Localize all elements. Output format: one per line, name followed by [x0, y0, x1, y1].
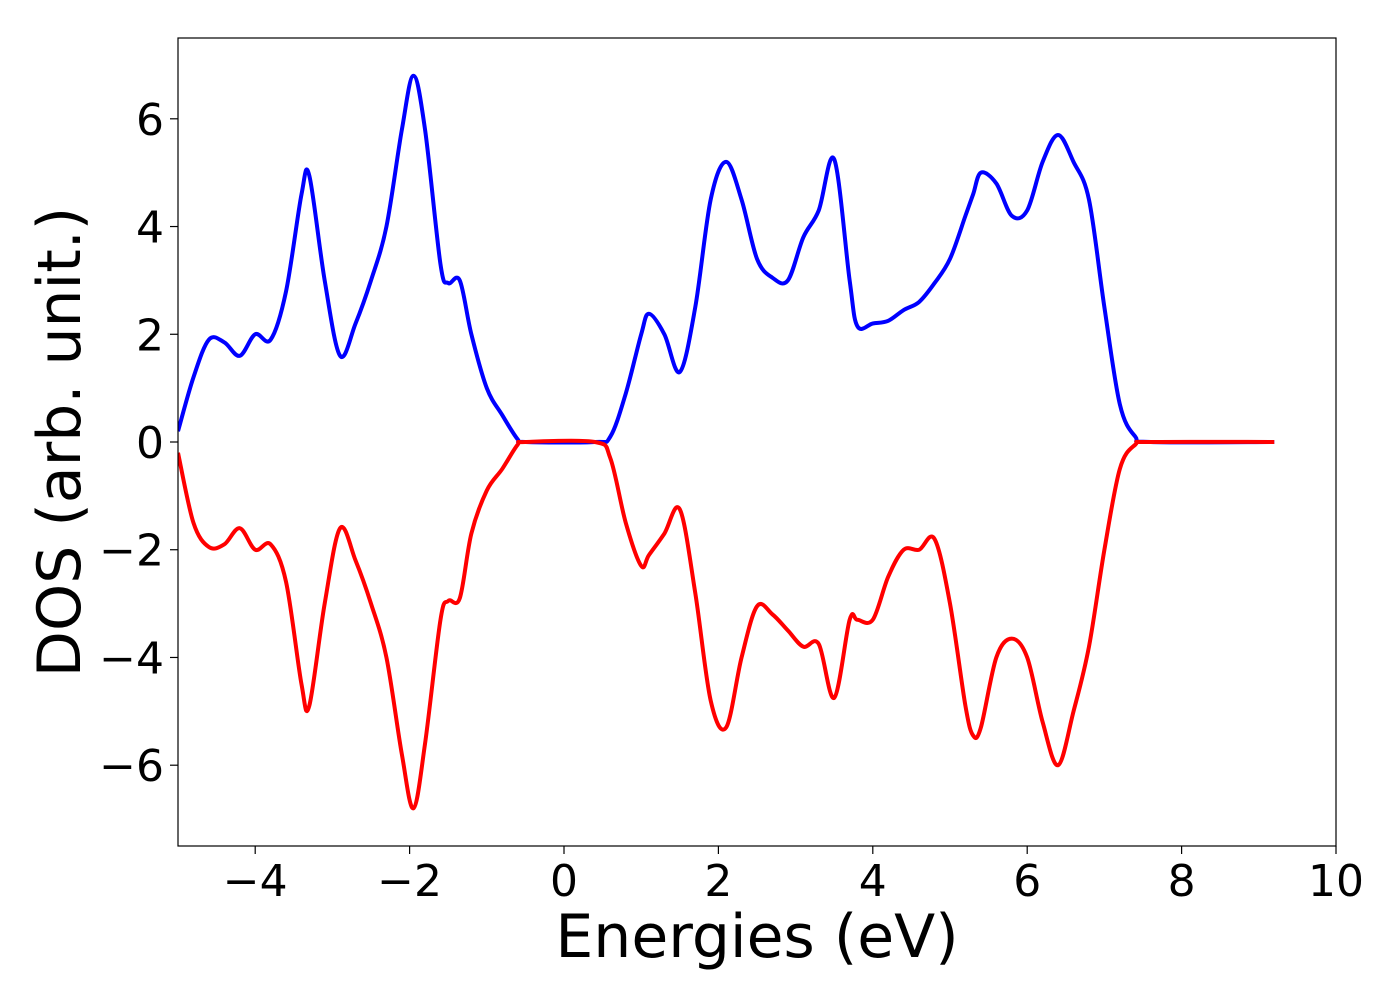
- dos-line: [178, 438, 1275, 811]
- x-tick-label: 2: [704, 856, 732, 907]
- y-tick-label: 2: [136, 310, 164, 361]
- x-tick-label: 0: [550, 856, 578, 907]
- x-tick-label: −2: [377, 856, 442, 907]
- y-tick-label: −4: [99, 633, 164, 684]
- x-tick-label: 10: [1308, 856, 1364, 907]
- x-tick-label: −4: [223, 856, 288, 907]
- x-tick-label: 8: [1168, 856, 1196, 907]
- dos-line: [178, 73, 1275, 445]
- y-axis-label: DOS (arb. unit.): [25, 207, 95, 677]
- x-tick-label: 4: [859, 856, 887, 907]
- x-axis-label: Energies (eV): [555, 902, 958, 972]
- y-tick-label: 4: [136, 203, 164, 254]
- y-tick-label: −6: [99, 741, 164, 792]
- y-tick-label: −2: [99, 526, 164, 577]
- x-tick-label: 6: [1013, 856, 1041, 907]
- y-tick-label: 0: [136, 418, 164, 469]
- y-tick-label: 6: [136, 95, 164, 146]
